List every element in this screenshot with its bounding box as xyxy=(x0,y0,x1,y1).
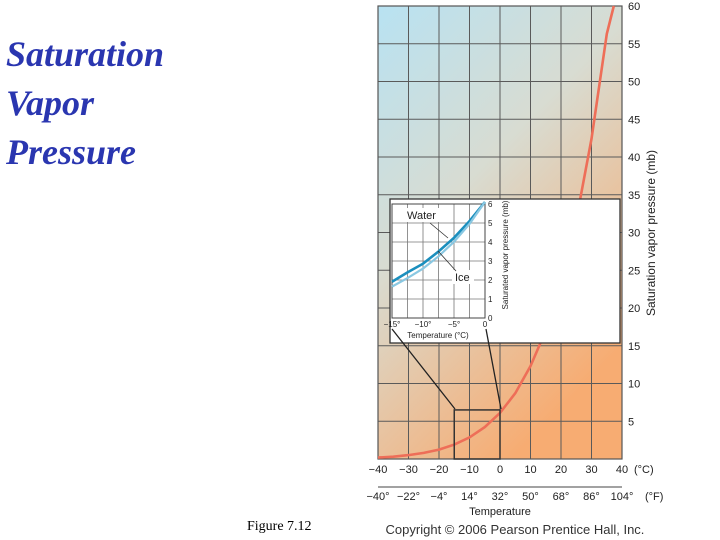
x-tick-celsius: −40 xyxy=(369,464,388,476)
slide-title-line-3: Pressure xyxy=(6,132,137,172)
inset-y-tick-label: 5 xyxy=(488,219,493,228)
slide-title: Saturation Vapor Pressure xyxy=(6,30,164,177)
inset-chart: Water Ice 0 1 2 3 4 5 6 Saturated vapor pressure … xyxy=(384,198,621,410)
y-tick-label: 5 xyxy=(628,416,634,428)
x-tick-fahrenheit: 104° xyxy=(611,491,634,503)
y-tick-label: 25 xyxy=(628,265,640,277)
copyright-text: Copyright © 2006 Pearson Prentice Hall, … xyxy=(386,522,645,537)
y-axis-label: Saturation vapor pressure (mb) xyxy=(644,150,658,316)
y-tick-label: 30 xyxy=(628,228,640,240)
x-tick-fahrenheit: 86° xyxy=(583,491,600,503)
inset-y-axis-label: Saturated vapor pressure (mb) xyxy=(501,200,510,309)
inset-y-tick-label: 6 xyxy=(488,200,493,209)
inset-y-tick-label: 1 xyxy=(488,295,493,304)
x-tick-fahrenheit: 68° xyxy=(553,491,570,503)
y-tick-label: 50 xyxy=(628,77,640,89)
x-tick-fahrenheit: 14° xyxy=(461,491,478,503)
inset-x-axis-label: Temperature (°C) xyxy=(407,331,469,340)
x-tick-celsius: −10 xyxy=(460,464,479,476)
y-tick-label: 55 xyxy=(628,39,640,51)
y-tick-label: 60 xyxy=(628,1,640,13)
y-tick-label: 40 xyxy=(628,152,640,164)
x-unit-fahrenheit: (°F) xyxy=(645,491,663,503)
zoom-box xyxy=(453,409,501,460)
ice-leader-line xyxy=(437,250,457,272)
inset-y-tick-label: 0 xyxy=(488,314,493,323)
inset-x-tick-label: −10° xyxy=(415,320,432,329)
x-unit-celsius: (°C) xyxy=(634,464,654,476)
water-label-bg xyxy=(404,208,442,222)
x-tick-fahrenheit: −4° xyxy=(431,491,448,503)
inset-y-tick-label: 3 xyxy=(488,257,493,266)
x-tick-celsius: 40 xyxy=(616,464,628,476)
x-tick-celsius: −30 xyxy=(399,464,418,476)
x-axis-label: Temperature xyxy=(469,506,531,518)
inset-frame xyxy=(391,203,486,319)
x-tick-celsius: 30 xyxy=(585,464,597,476)
ice-label-bg xyxy=(452,270,474,284)
y-tick-label: 35 xyxy=(628,190,640,202)
x-tick-celsius: −20 xyxy=(430,464,449,476)
x-tick-celsius: 10 xyxy=(524,464,536,476)
inset-y-tick-label: 2 xyxy=(488,276,493,285)
y-tick-label: 20 xyxy=(628,303,640,315)
water-leader-line xyxy=(429,222,449,239)
ice-series-label: Ice xyxy=(455,272,470,284)
zoom-connector-right xyxy=(485,328,502,410)
inset-y-tick-label: 4 xyxy=(488,238,493,247)
inset-x-tick-label: 0 xyxy=(483,320,488,329)
figure-label: Figure 7.12 xyxy=(247,519,312,534)
x-tick-fahrenheit: −22° xyxy=(397,491,420,503)
inset-series-ice xyxy=(391,201,486,288)
y-tick-label: 10 xyxy=(628,379,640,391)
x-tick-celsius: 0 xyxy=(497,464,503,476)
inset-x-tick-label: −5° xyxy=(448,320,460,329)
water-series-label: Water xyxy=(407,210,436,222)
zoom-connector-left xyxy=(391,328,456,410)
inset-x-tick-label: −15° xyxy=(384,320,401,329)
x-tick-celsius: 20 xyxy=(555,464,567,476)
x-tick-fahrenheit: 50° xyxy=(522,491,539,503)
x-tick-fahrenheit: 32° xyxy=(492,491,509,503)
x-tick-fahrenheit: −40° xyxy=(366,491,389,503)
y-tick-label: 15 xyxy=(628,341,640,353)
y-tick-label: 45 xyxy=(628,114,640,126)
slide-title-line-1: Saturation xyxy=(6,34,165,74)
slide-title-line-2: Vapor xyxy=(6,83,95,123)
